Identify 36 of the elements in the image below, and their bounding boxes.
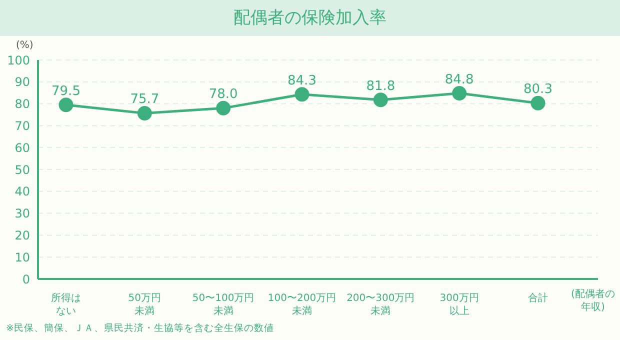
x-tick-label: 200〜300万円未満 bbox=[346, 293, 415, 317]
y-tick-label: 20 bbox=[14, 228, 30, 242]
point bbox=[58, 98, 74, 112]
y-tick-label: 70 bbox=[14, 118, 30, 133]
y-tick-label: 60 bbox=[14, 140, 30, 155]
x-tick-label: 50万円未満 bbox=[128, 293, 162, 317]
y-tick-label: 100 bbox=[7, 53, 30, 68]
point bbox=[530, 96, 546, 110]
y-tick-label: 30 bbox=[14, 206, 30, 221]
y-tick-label: 90 bbox=[14, 75, 30, 90]
y-tick-label: 40 bbox=[14, 184, 30, 199]
x-tick-label: 合計 bbox=[528, 292, 548, 304]
point bbox=[373, 92, 388, 108]
y-tick-label: 80 bbox=[14, 97, 30, 112]
chart-title: 配偶者の保険加入率 bbox=[0, 0, 620, 36]
data-label: 80.3 bbox=[524, 82, 552, 98]
y-tick-label: 0 bbox=[22, 272, 30, 286]
point bbox=[452, 86, 467, 101]
text: ※民保、簡保、ＪＡ、県民共済・生協等を含む全生保の数値 bbox=[6, 322, 274, 335]
x-axis-title: (配偶者の年収) bbox=[570, 288, 616, 314]
data-label: 75.7 bbox=[130, 92, 160, 108]
x-tick-label: 100〜200万円未満 bbox=[268, 293, 336, 317]
point bbox=[137, 106, 152, 120]
point bbox=[216, 100, 231, 116]
y-tick-label: 10 bbox=[14, 250, 30, 264]
data-label: 84.8 bbox=[444, 72, 474, 88]
data-label: 81.8 bbox=[366, 78, 396, 94]
x-tick-label: 50〜100万円未満 bbox=[192, 293, 254, 317]
point bbox=[294, 87, 310, 102]
x-tick-label: 300万円以上 bbox=[440, 293, 479, 317]
y-axis-title: (%) bbox=[16, 40, 34, 51]
y-tick-label: 50 bbox=[14, 162, 30, 177]
data-label: 78.0 bbox=[208, 87, 238, 102]
data-label: 79.5 bbox=[52, 84, 80, 99]
data-label: 84.3 bbox=[288, 73, 316, 88]
x-tick-label: 所得はない bbox=[51, 292, 81, 317]
